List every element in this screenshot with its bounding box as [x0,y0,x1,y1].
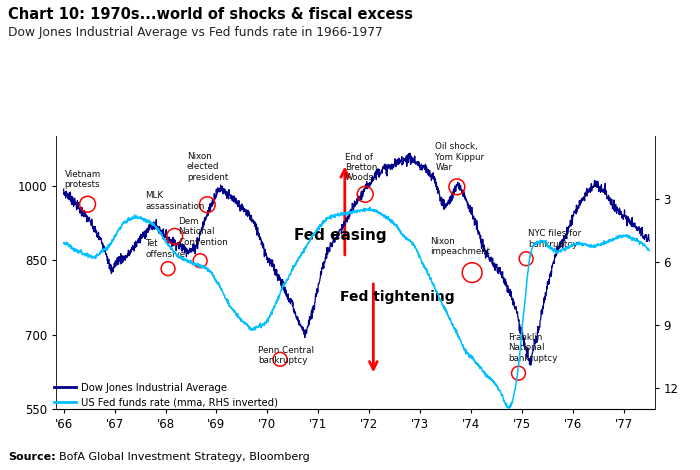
Text: Franklin
National
bankruptcy: Franklin National bankruptcy [508,333,557,363]
Text: Dow Jones Industrial Average vs Fed funds rate in 1966-1977: Dow Jones Industrial Average vs Fed fund… [8,26,383,39]
Text: MLK
assassination: MLK assassination [145,191,204,211]
Text: Dem
National
Convention: Dem National Convention [178,217,228,247]
Text: Chart 10: 1970s...world of shocks & fiscal excess: Chart 10: 1970s...world of shocks & fisc… [8,7,414,22]
Text: End of
Bretton
Woods: End of Bretton Woods [345,153,377,182]
Text: Source:: Source: [8,452,56,462]
Text: Oil shock,
Yom Kippur
War: Oil shock, Yom Kippur War [435,142,484,172]
Legend: Dow Jones Industrial Average, US Fed funds rate (mma, RHS inverted): Dow Jones Industrial Average, US Fed fun… [50,379,282,412]
Text: NYC files for
bankruptcy: NYC files for bankruptcy [528,229,582,249]
Text: Vietnam
protests: Vietnam protests [64,170,101,189]
Text: Nixon
elected
president: Nixon elected president [187,152,228,182]
Text: Fed easing: Fed easing [294,228,386,243]
Text: BofA Global Investment Strategy, Bloomberg: BofA Global Investment Strategy, Bloombe… [52,452,310,462]
Text: Nixon
impeachment: Nixon impeachment [430,237,491,256]
Text: Penn Central
bankruptcy: Penn Central bankruptcy [258,346,314,365]
Text: Fed tightening: Fed tightening [340,290,454,305]
Text: Tet
offensive: Tet offensive [145,239,186,258]
